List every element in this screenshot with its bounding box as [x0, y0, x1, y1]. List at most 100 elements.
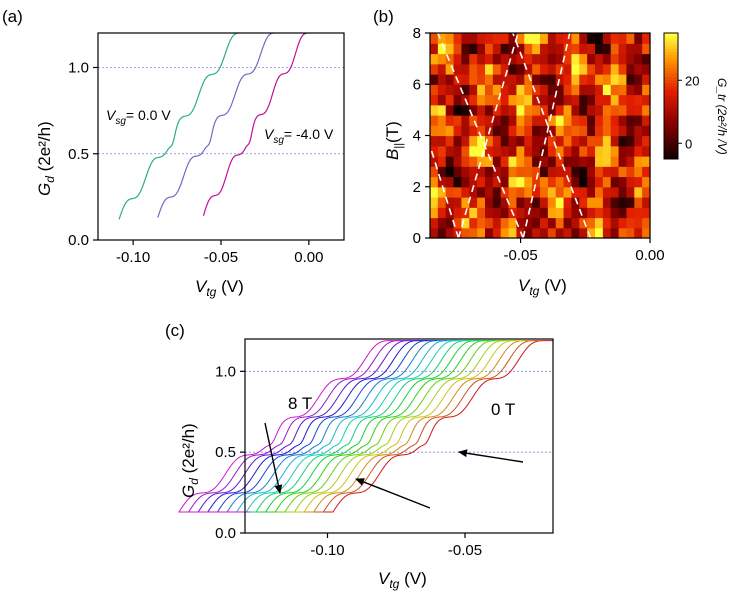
colorbar-segment	[664, 39, 678, 43]
heatmap-cell	[532, 94, 541, 106]
panel-a-xlabel: Vtg (V)	[195, 277, 244, 299]
heatmap-cell	[610, 145, 620, 157]
heatmap-cell	[618, 176, 628, 188]
panel-a-ticks: -0.10 -0.05 0.00 0.0 0.5 1.0	[68, 60, 323, 267]
heatmap-cell	[524, 197, 533, 208]
heatmap-cell	[563, 135, 573, 147]
heatmap-cell	[642, 125, 651, 137]
colorbar-segment	[664, 86, 678, 91]
heatmap-cell	[595, 135, 604, 147]
heatmap-cell	[595, 115, 604, 126]
heatmap-cell	[469, 74, 478, 85]
heatmap-cell	[430, 217, 439, 229]
heatmap-cell	[540, 217, 549, 229]
heatmap-cell	[579, 63, 588, 75]
heatmap-cell	[485, 84, 494, 96]
heatmap-cell	[492, 217, 502, 229]
heatmap-cell	[485, 145, 494, 157]
heatmap-cell	[430, 207, 439, 219]
heatmap-cell	[500, 115, 510, 126]
heatmap-cell	[508, 104, 518, 116]
heatmap-cell	[524, 186, 533, 198]
heatmap-cell	[595, 84, 604, 96]
panel-a: (a) -0.10 -0.05 0.00 0.0 0.5 1.0 Vtg (V) Gd (…	[2, 7, 345, 299]
arrow-8T	[264, 422, 283, 494]
panel-c-ticks: -0.10 -0.05 0.0 0.5 1.0	[215, 363, 482, 559]
heatmap-cell	[516, 145, 525, 157]
heatmap-cell	[524, 227, 533, 239]
colorbar-segment	[664, 124, 678, 128]
heatmap-cell	[618, 217, 628, 229]
heatmap-cell	[579, 125, 588, 137]
heatmap-cell	[437, 74, 447, 85]
heatmap-cell	[477, 94, 486, 106]
heatmap-cell	[555, 84, 565, 96]
heatmap-cell	[453, 125, 463, 137]
heatmap-cell	[461, 176, 470, 188]
heatmap-cell	[595, 166, 604, 178]
heatmap-cell	[445, 115, 455, 126]
heatmap-cell	[602, 227, 612, 239]
heatmap-cell	[618, 207, 628, 219]
heatmap-cell	[555, 135, 565, 147]
heatmap-cell	[461, 104, 470, 116]
heatmap-cell	[437, 227, 447, 239]
heatmap-cell	[430, 197, 439, 208]
colorbar-segment	[664, 136, 678, 141]
heatmap-cell	[485, 217, 494, 229]
heatmap-cell	[587, 217, 596, 229]
heatmap-cell	[508, 115, 518, 126]
heatmap-cell	[610, 207, 620, 219]
heatmap-cell	[445, 227, 455, 239]
heatmap-cell	[587, 53, 596, 65]
heatmap-cell	[642, 33, 651, 44]
colorbar-segment	[664, 152, 678, 157]
heatmap-cell	[516, 186, 525, 198]
heatmap-cell	[642, 186, 651, 198]
panel-b-ytick-label: 6	[413, 76, 421, 93]
heatmap-cell	[610, 176, 620, 188]
heatmap-cell	[595, 227, 604, 239]
heatmap-cell	[610, 197, 620, 208]
heatmap-cell	[626, 156, 635, 167]
heatmap-cell	[492, 207, 502, 219]
heatmap-cell	[634, 94, 643, 106]
panel-b-heatmap	[430, 33, 651, 239]
heatmap-cell	[587, 33, 596, 44]
heatmap-cell	[595, 53, 604, 65]
heatmap-cell	[595, 217, 604, 229]
colorbar-segment	[664, 155, 678, 160]
heatmap-cell	[610, 94, 620, 106]
heatmap-cell	[524, 115, 533, 126]
heatmap-cell	[547, 74, 557, 85]
heatmap-cell	[469, 217, 478, 229]
heatmap-cell	[469, 33, 478, 44]
heatmap-cell	[485, 176, 494, 188]
heatmap-cell	[437, 186, 447, 198]
heatmap-cell	[453, 186, 463, 198]
heatmap-cell	[453, 135, 463, 147]
heatmap-cell	[579, 166, 588, 178]
heatmap-cell	[500, 135, 510, 147]
heatmap-cell	[579, 186, 588, 198]
heatmap-cell	[461, 53, 470, 65]
heatmap-cell	[516, 166, 525, 178]
heatmap-cell	[500, 63, 510, 75]
heatmap-cell	[508, 227, 518, 239]
heatmap-cell	[547, 217, 557, 229]
heatmap-cell	[563, 53, 573, 65]
colorbar-segment	[664, 89, 678, 94]
heatmap-cell	[610, 115, 620, 126]
heatmap-cell	[445, 217, 455, 229]
heatmap-cell	[477, 207, 486, 219]
heatmap-cell	[500, 43, 510, 55]
heatmap-cell	[485, 33, 494, 44]
heatmap-cell	[626, 43, 635, 55]
heatmap-cell	[571, 176, 580, 188]
panel-a-grid	[98, 67, 344, 155]
heatmap-cell	[626, 176, 635, 188]
heatmap-cell	[500, 104, 510, 116]
heatmap-cell	[532, 186, 541, 198]
heatmap-cell	[477, 74, 486, 85]
heatmap-cell	[532, 217, 541, 229]
